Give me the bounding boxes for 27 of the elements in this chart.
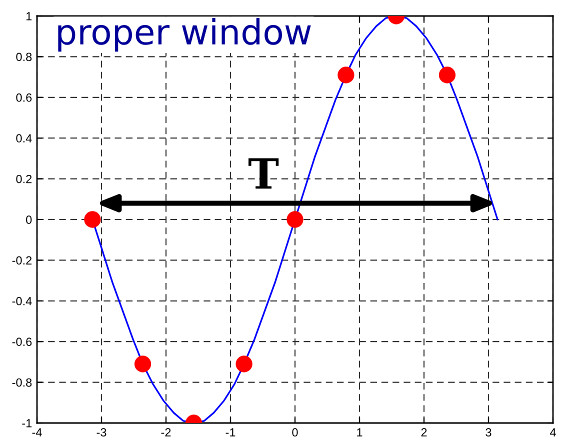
y-tick-label: -0.6 [12, 338, 32, 346]
point [438, 66, 456, 84]
point [338, 66, 354, 84]
y-tick-label: -1 [22, 419, 32, 428]
y-tick-label: -0.4 [12, 296, 32, 306]
y-tick-label: 0.2 [16, 174, 32, 184]
x-tick-label: 0 [292, 428, 298, 437]
y-tick-label: 1 [26, 12, 32, 20]
x-tick-label: -1 [226, 428, 236, 436]
x-tick-label: -4 [32, 428, 42, 436]
y-tick-label: 0.6 [16, 93, 32, 102]
y-tick-label: -0.2 [12, 256, 32, 265]
y-tick-label: -0.8 [12, 378, 32, 387]
x-tick-label: -3 [96, 428, 106, 437]
y-tick-label: 0.4 [16, 134, 32, 142]
x-tick-label: -2 [161, 428, 171, 436]
x-tick-label: 3 [486, 428, 492, 437]
x-tick-label: 1 [357, 428, 362, 436]
point [286, 211, 304, 228]
y-tick-label: 0.8 [16, 52, 32, 62]
point [134, 356, 152, 372]
chart-title: proper window [58, 18, 311, 52]
x-tick-label: 2 [421, 428, 427, 436]
point [84, 211, 101, 228]
point [236, 356, 252, 372]
x-tick-label: 4 [550, 428, 556, 436]
y-tick-label: 0 [26, 216, 32, 224]
